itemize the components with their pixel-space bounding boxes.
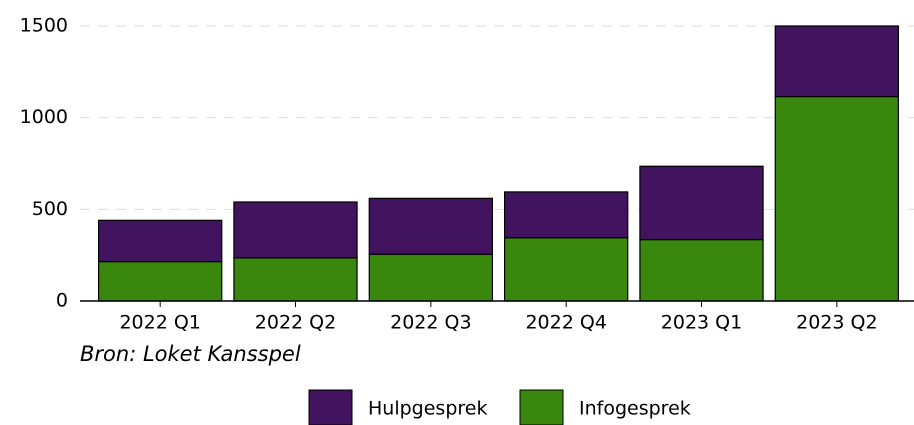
bar-segment	[639, 165, 764, 241]
y-tick-label: 1000	[20, 106, 68, 128]
bar-segment	[368, 197, 494, 255]
x-tick-label: 2022 Q1	[119, 312, 200, 334]
legend-swatch	[308, 389, 353, 425]
bar-segment	[639, 238, 764, 302]
x-tick-label: 2022 Q3	[390, 312, 471, 334]
x-tick-label: 2022 Q4	[525, 312, 606, 334]
x-tick-label: 2023 Q1	[661, 312, 742, 334]
bar-segment	[97, 219, 223, 263]
legend-label: Infogesprek	[579, 398, 691, 420]
bar-segment	[233, 257, 358, 302]
bar-segment	[503, 237, 629, 302]
y-tick-label: 0	[56, 290, 68, 312]
y-tick-label: 500	[32, 198, 68, 220]
bar-segment	[774, 25, 900, 98]
legend-swatch	[519, 389, 564, 425]
y-tick-label: 1500	[20, 15, 68, 37]
legend-label: Hulpgesprek	[368, 398, 487, 420]
bar-segment	[97, 260, 223, 302]
bar-segment	[503, 191, 629, 239]
bar-segment	[368, 253, 494, 302]
bar-segment	[774, 95, 900, 302]
source-note: Bron: Loket Kansspel	[80, 342, 301, 366]
x-tick-label: 2022 Q2	[255, 312, 336, 334]
bar-segment	[233, 201, 358, 259]
x-tick-label: 2023 Q2	[796, 312, 877, 334]
